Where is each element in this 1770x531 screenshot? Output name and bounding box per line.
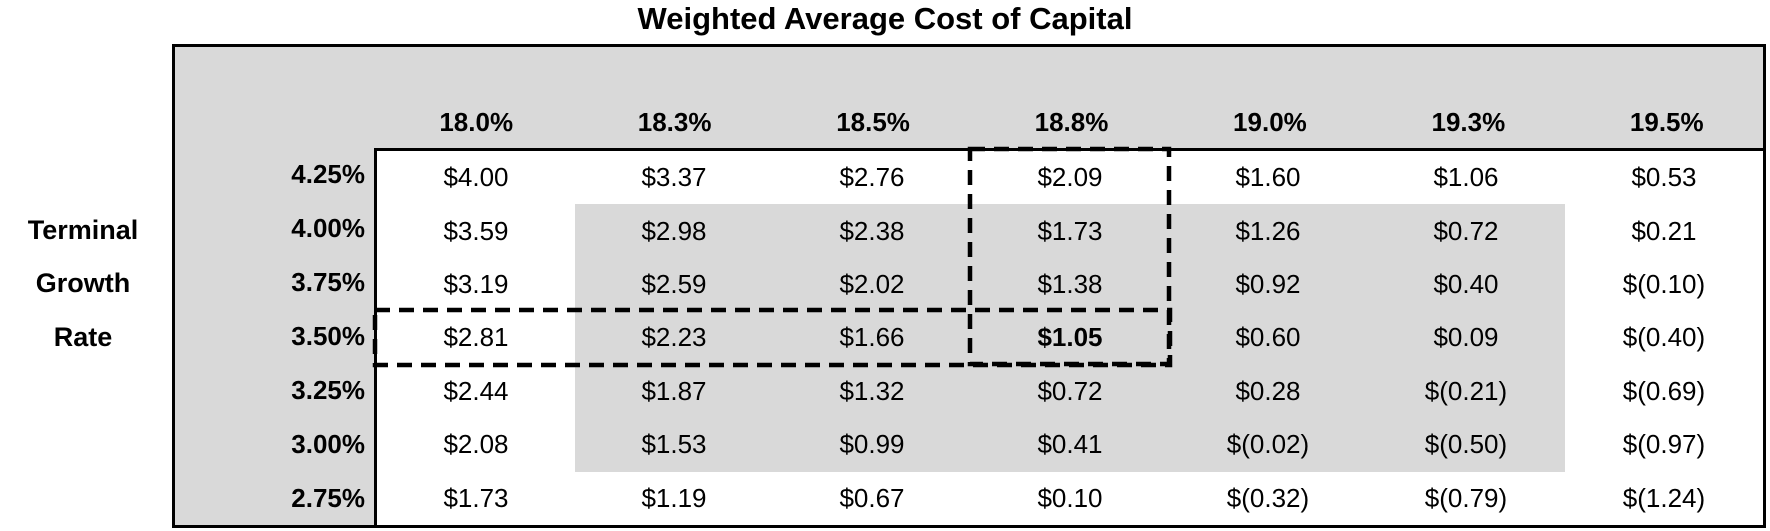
value-cell: $2.02 bbox=[839, 269, 905, 300]
value-cell: $0.41 bbox=[1037, 429, 1103, 460]
value-cell: $0.53 bbox=[1631, 162, 1697, 193]
value-cell: $1.26 bbox=[1235, 215, 1301, 246]
col-header: 18.0% bbox=[439, 107, 514, 137]
value-cell: $0.10 bbox=[1037, 482, 1103, 513]
value-cell: $0.21 bbox=[1631, 215, 1697, 246]
value-cell: $(0.10) bbox=[1622, 269, 1706, 300]
row-header: 2.75% bbox=[291, 482, 365, 513]
value-cell: $0.67 bbox=[839, 482, 905, 513]
row-axis-title-line: Rate bbox=[53, 321, 113, 352]
value-cell: $3.19 bbox=[443, 269, 509, 300]
value-cell: $(0.69) bbox=[1622, 375, 1706, 406]
value-grid: $4.00 $3.37 $2.76 $2.09 $1.60 $1.06 $0.5… bbox=[377, 151, 1763, 525]
value-cell: $1.87 bbox=[641, 375, 707, 406]
value-cell: $0.09 bbox=[1433, 322, 1499, 353]
value-cell: $1.06 bbox=[1433, 162, 1499, 193]
value-cell: $(0.40) bbox=[1622, 322, 1706, 353]
table-outer-box: 18.0% 18.3% 18.5% 18.8% 19.0% 19.3% 19.5… bbox=[172, 44, 1766, 528]
value-cell: $1.66 bbox=[839, 322, 905, 353]
value-cell: $1.19 bbox=[641, 482, 707, 513]
value-cell: $1.60 bbox=[1235, 162, 1301, 193]
value-cell: $1.73 bbox=[1037, 215, 1103, 246]
value-cell: $2.23 bbox=[641, 322, 707, 353]
value-cell: $(0.21) bbox=[1424, 375, 1508, 406]
value-cell: $(0.79) bbox=[1424, 482, 1508, 513]
row-header: 3.50% bbox=[291, 320, 365, 351]
value-cell: $2.98 bbox=[641, 215, 707, 246]
col-header: 18.8% bbox=[1034, 107, 1109, 137]
col-header: 18.3% bbox=[637, 107, 712, 137]
col-header: 19.5% bbox=[1629, 107, 1704, 137]
row-axis-title-line: Growth bbox=[35, 268, 131, 299]
value-cell: $(0.32) bbox=[1226, 482, 1310, 513]
value-cell: $3.37 bbox=[641, 162, 707, 193]
value-cell: $(0.50) bbox=[1424, 429, 1508, 460]
value-cell: $2.81 bbox=[443, 322, 509, 353]
column-header-row: 18.0% 18.3% 18.5% 18.8% 19.0% 19.3% 19.5… bbox=[377, 47, 1766, 145]
value-cell: $3.59 bbox=[443, 215, 509, 246]
row-axis-title-line: Terminal bbox=[27, 215, 139, 245]
value-cell: $0.92 bbox=[1235, 269, 1301, 300]
row-header: 3.75% bbox=[291, 267, 365, 298]
data-region: $4.00 $3.37 $2.76 $2.09 $1.60 $1.06 $0.5… bbox=[374, 148, 1763, 525]
value-cell: $2.08 bbox=[443, 429, 509, 460]
value-cell: $2.38 bbox=[839, 215, 905, 246]
value-cell: $2.59 bbox=[641, 269, 707, 300]
row-header-column: 4.25% 4.00% 3.75% 3.50% 3.25% 3.00% 2.75… bbox=[175, 148, 371, 525]
value-cell: $0.40 bbox=[1433, 269, 1499, 300]
value-cell: $0.28 bbox=[1235, 375, 1301, 406]
col-header: 18.5% bbox=[836, 107, 910, 137]
value-cell: $2.76 bbox=[839, 162, 905, 193]
col-header: 19.0% bbox=[1233, 107, 1307, 137]
col-header: 19.3% bbox=[1431, 107, 1506, 137]
value-cell: $1.38 bbox=[1037, 269, 1103, 300]
column-axis-title: Weighted Average Cost of Capital bbox=[637, 1, 1133, 36]
row-axis-title: Terminal Growth Rate bbox=[0, 204, 166, 364]
value-cell: $(0.02) bbox=[1226, 429, 1310, 460]
value-cell: $0.72 bbox=[1433, 215, 1499, 246]
row-header: 4.25% bbox=[291, 159, 365, 190]
value-cell: $1.32 bbox=[839, 375, 905, 406]
value-cell: $0.99 bbox=[839, 429, 905, 460]
value-cell: $2.44 bbox=[443, 375, 509, 406]
row-header: 4.00% bbox=[291, 213, 365, 244]
value-cell: $2.09 bbox=[1037, 162, 1103, 193]
value-cell: $1.53 bbox=[641, 429, 707, 460]
value-cell: $1.73 bbox=[443, 482, 509, 513]
value-cell: $(0.97) bbox=[1622, 429, 1706, 460]
value-cell: $0.72 bbox=[1037, 375, 1103, 406]
row-header: 3.25% bbox=[291, 374, 365, 405]
value-cell: $4.00 bbox=[443, 162, 509, 193]
value-cell: $0.60 bbox=[1235, 322, 1301, 353]
row-header: 3.00% bbox=[291, 428, 365, 459]
value-cell-highlighted: $1.05 bbox=[1037, 322, 1103, 353]
value-cell: $(1.24) bbox=[1622, 482, 1706, 513]
